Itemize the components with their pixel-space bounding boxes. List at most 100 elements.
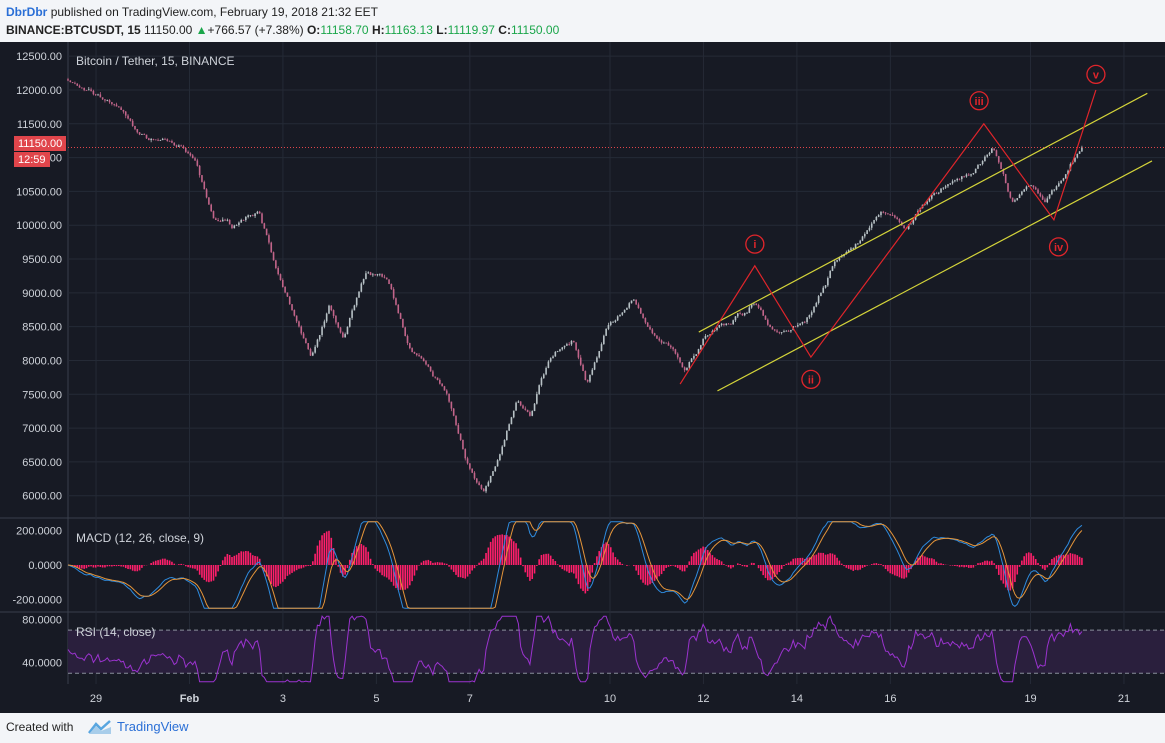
candle-body (1078, 151, 1081, 154)
candle-body (106, 100, 109, 101)
candle-body (99, 94, 102, 98)
channel-line[interactable] (717, 160, 1153, 392)
candle-body (455, 415, 457, 425)
candle-body (171, 141, 173, 143)
rsi-tick-label: 40.0000 (22, 657, 62, 669)
candle-body (71, 82, 74, 83)
candle-body (607, 325, 610, 329)
candle-body (593, 362, 596, 370)
candle-body (566, 344, 568, 346)
candle-body (1014, 200, 1016, 202)
candle-body (1048, 194, 1051, 199)
candle-body (478, 482, 480, 486)
candle-body (293, 309, 296, 316)
candle-body (907, 224, 910, 230)
elliott-wave-path[interactable] (679, 89, 1097, 385)
candle-body (1037, 189, 1039, 194)
channel-line[interactable] (698, 92, 1148, 333)
candle-body (776, 330, 778, 332)
candle-body (372, 274, 374, 276)
candle-body (1016, 198, 1019, 201)
candle-body (679, 357, 681, 363)
candle-body (794, 326, 797, 328)
candle-body (203, 181, 206, 190)
candle-body (734, 316, 737, 321)
candle-body (136, 129, 139, 133)
candle-body (346, 326, 349, 335)
candle-body (933, 193, 935, 196)
chart-svg[interactable]: 12500.0012000.0011500.0011000.0010500.00… (0, 42, 1165, 713)
candle-body (238, 222, 240, 226)
wave-label-circle[interactable] (1086, 64, 1106, 85)
candle-body (709, 334, 711, 336)
candle-body (328, 305, 330, 314)
candle-body (891, 215, 894, 216)
candle-body (418, 355, 420, 357)
chart-area[interactable]: 12500.0012000.0011500.0011000.0010500.00… (0, 42, 1165, 713)
chart-header: DbrDbr published on TradingView.com, Feb… (0, 0, 1165, 42)
author-link[interactable]: DbrDbr (6, 5, 48, 19)
last-price-tag: 11150.00 12:59 (14, 136, 66, 167)
candle-body (388, 279, 390, 284)
candle-body (723, 323, 725, 325)
candle-body (1032, 185, 1035, 188)
candle-body (127, 115, 129, 119)
candle-body (1004, 174, 1007, 184)
candle-body (642, 313, 644, 318)
candle-body (104, 99, 106, 101)
time-tick-label: 21 (1118, 693, 1130, 705)
candle-body (90, 89, 92, 91)
candle-body (903, 225, 905, 229)
close-label: C: (498, 23, 511, 37)
candle-body (148, 138, 150, 141)
candle-body (1030, 185, 1032, 187)
candle-body (409, 343, 411, 349)
candle-body (725, 323, 728, 325)
candle-body (362, 279, 365, 284)
candle-body (568, 344, 570, 345)
candle-body (397, 304, 400, 314)
candle-body (697, 349, 700, 355)
candle-body (524, 408, 527, 410)
candle-body (399, 313, 402, 319)
candle-body (570, 340, 573, 345)
time-tick-label: 14 (791, 693, 803, 705)
candle-body (1009, 191, 1012, 198)
candle-body (318, 335, 321, 340)
candle-body (411, 348, 413, 353)
footer: Created with TradingView (0, 713, 1165, 743)
wave-label-circle[interactable] (1048, 237, 1069, 257)
candle-body (626, 307, 628, 310)
candle-body (764, 315, 767, 320)
candle-body (1064, 174, 1067, 179)
candle-body (355, 297, 358, 306)
candle-body (452, 408, 455, 416)
candle-body (700, 345, 702, 350)
wave-label-circle[interactable] (745, 234, 765, 254)
candle-body (1081, 147, 1083, 152)
candle-body (572, 340, 575, 343)
candle-body (988, 152, 991, 155)
candle-body (898, 218, 901, 223)
candle-body (353, 305, 356, 311)
candle-body (224, 219, 226, 221)
candle-body (633, 299, 635, 301)
tradingview-link[interactable]: TradingView (117, 719, 189, 734)
candle-body (810, 312, 813, 316)
candle-body (228, 219, 231, 225)
wave-label-circle[interactable] (801, 369, 821, 390)
candle-body (672, 347, 674, 350)
candle-body (847, 250, 850, 253)
candle-body (912, 219, 915, 224)
candle-body (956, 178, 959, 181)
candle-body (111, 102, 113, 104)
wave-label-circle[interactable] (969, 91, 989, 111)
candle-body (441, 383, 443, 387)
candle-body (644, 317, 647, 323)
candle-body (427, 364, 430, 367)
time-tick-label: 7 (467, 693, 473, 705)
time-tick-label: 5 (373, 693, 379, 705)
tradingview-logo-icon[interactable] (88, 719, 112, 735)
candle-body (492, 471, 494, 476)
candle-body (78, 85, 81, 88)
